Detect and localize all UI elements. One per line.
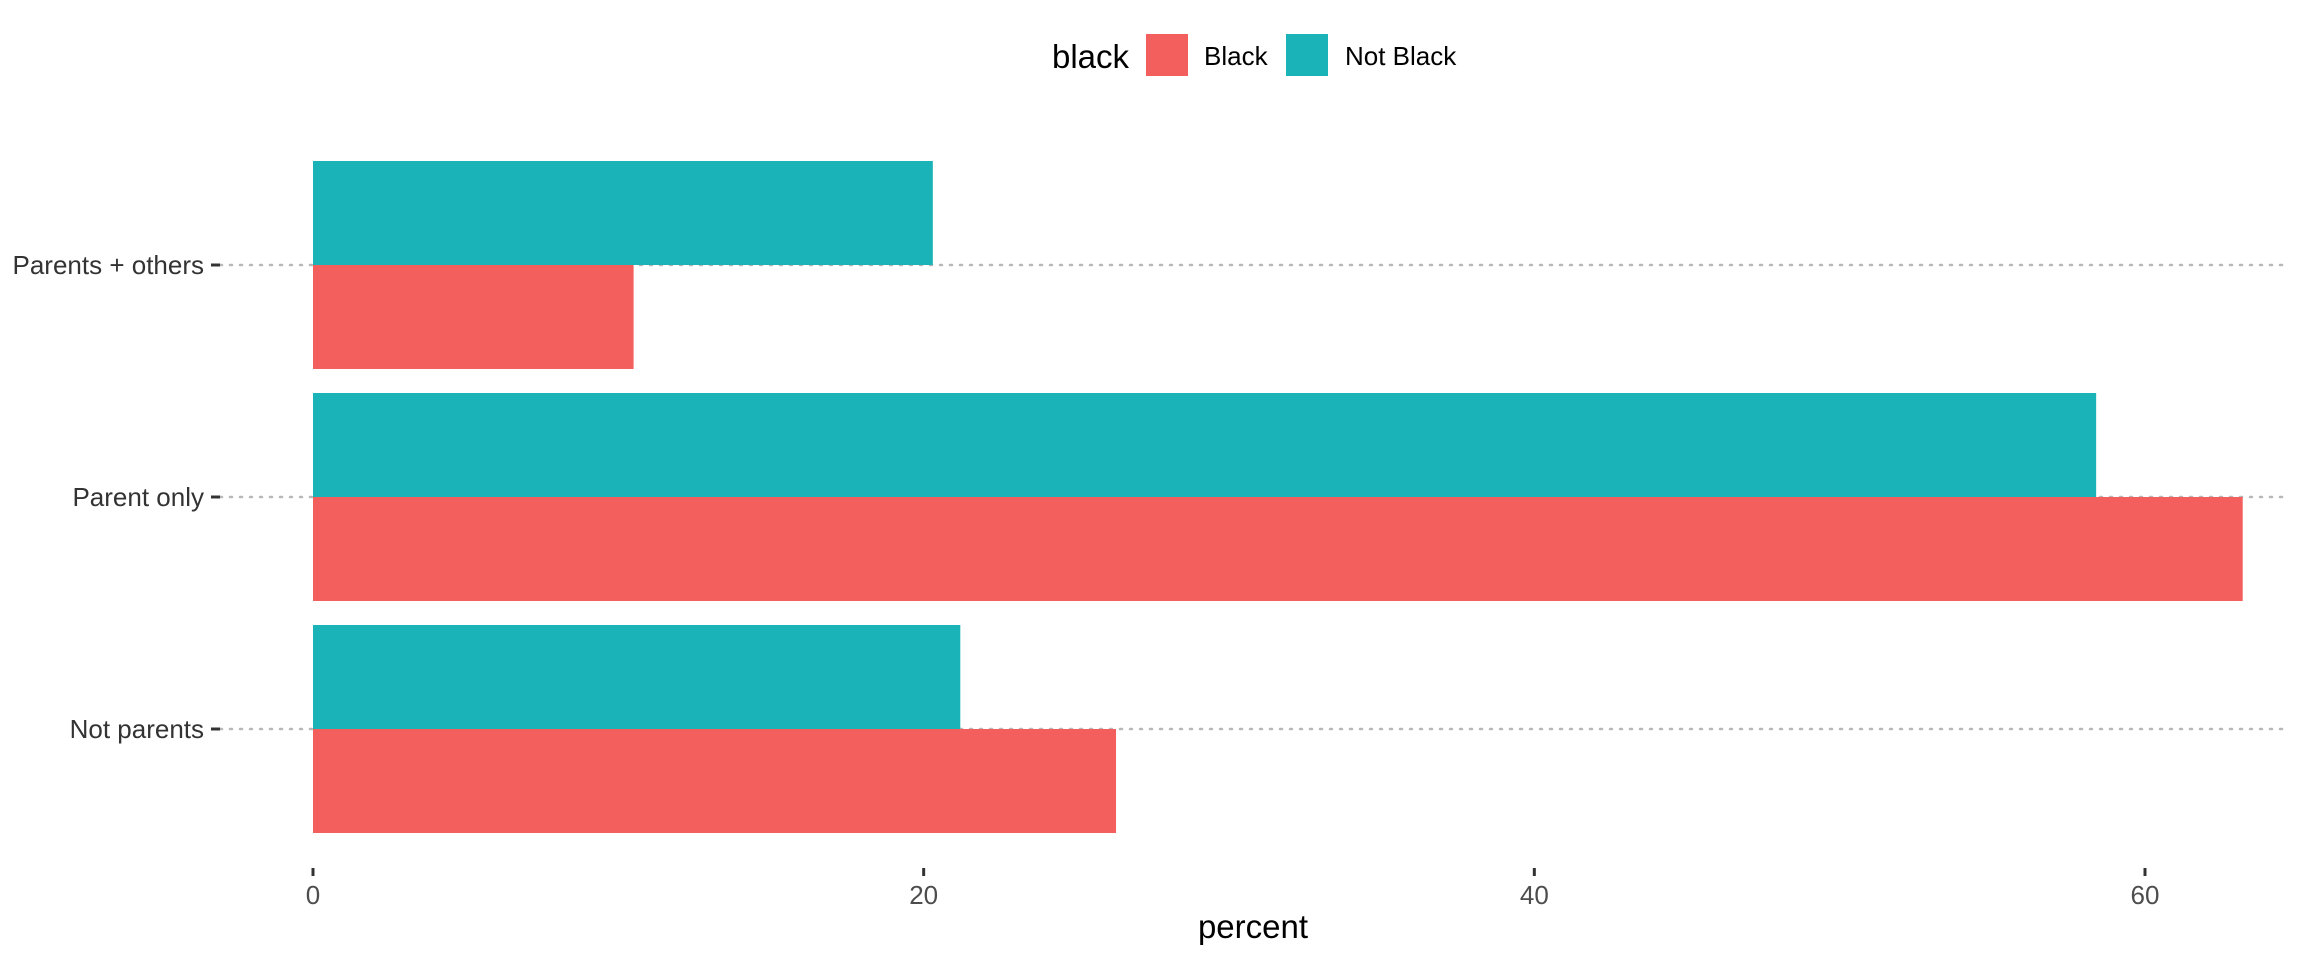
legend-label-not-black: Not Black bbox=[1345, 41, 1457, 71]
x-axis-title: percent bbox=[1198, 908, 1308, 945]
bar-black-0 bbox=[313, 265, 634, 369]
legend-swatch-not-black bbox=[1286, 34, 1328, 76]
bar-not-black-0 bbox=[313, 161, 933, 265]
bar-black-1 bbox=[313, 497, 2243, 601]
x-tick-label-0: 0 bbox=[306, 880, 320, 910]
bar-black-2 bbox=[313, 729, 1117, 833]
y-axis: Parents + others Parent only Not parents bbox=[13, 250, 220, 744]
bars bbox=[313, 161, 2243, 833]
y-tick-label-1: Parent only bbox=[72, 482, 204, 512]
legend: black Black Not Black bbox=[1052, 34, 1457, 76]
x-axis: 0 20 40 60 bbox=[306, 868, 2160, 910]
bar-not-black-1 bbox=[313, 393, 2097, 497]
legend-swatch-black bbox=[1146, 34, 1188, 76]
x-tick-label-3: 60 bbox=[2131, 880, 2160, 910]
y-tick-label-0: Parents + others bbox=[13, 250, 205, 280]
y-tick-label-2: Not parents bbox=[70, 714, 204, 744]
bar-not-black-2 bbox=[313, 625, 961, 729]
legend-label-black: Black bbox=[1204, 41, 1269, 71]
x-tick-label-2: 40 bbox=[1520, 880, 1549, 910]
x-tick-label-1: 20 bbox=[909, 880, 938, 910]
legend-title: black bbox=[1052, 38, 1130, 75]
